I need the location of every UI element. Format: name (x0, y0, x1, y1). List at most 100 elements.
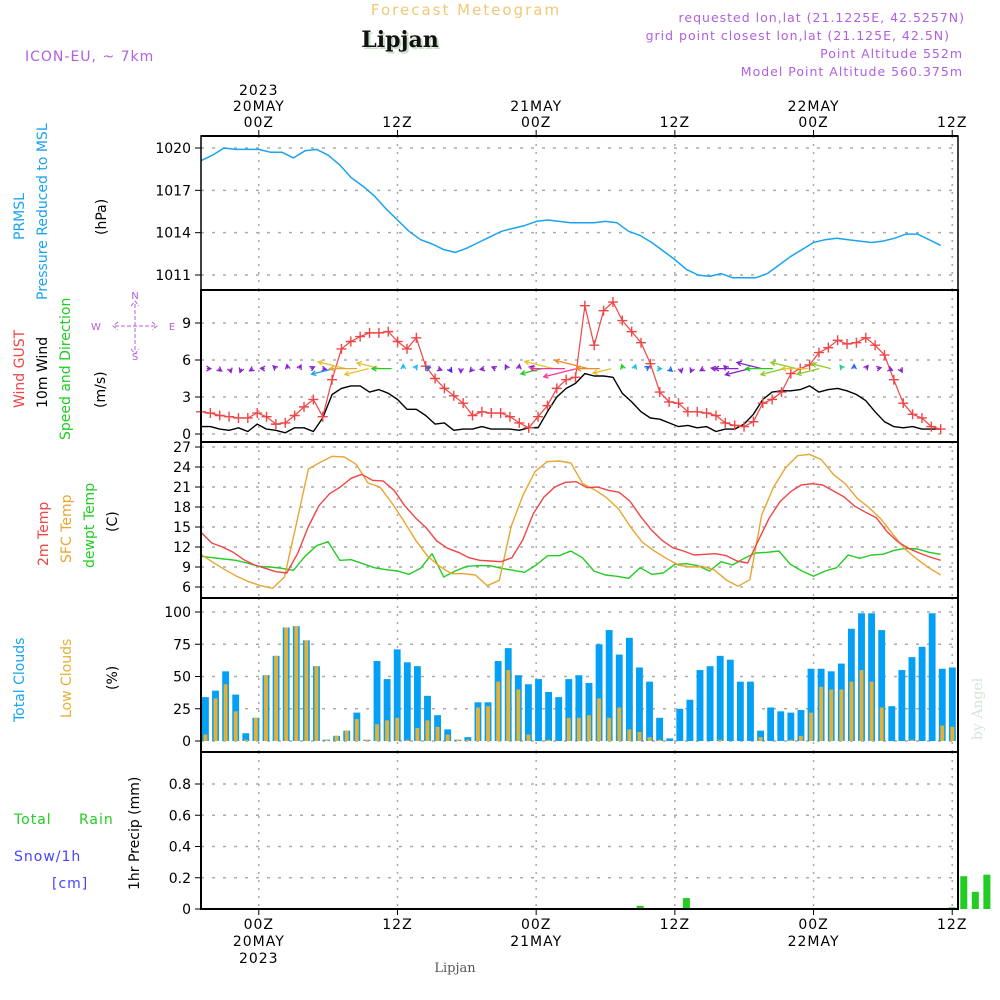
compass-west: W (91, 322, 101, 333)
gust-marker (823, 342, 834, 353)
low-cloud-bar (587, 715, 591, 741)
wind-direction-arrow (400, 363, 407, 370)
y-tick-label: 0 (182, 902, 191, 918)
total-cloud-bar (575, 675, 583, 741)
gust-marker (860, 332, 871, 343)
total-cloud-bar (918, 646, 926, 741)
top-tick-label: 21MAY (510, 99, 562, 115)
bottom-tick-label: 2023 (239, 951, 279, 967)
low-cloud-bar (385, 720, 390, 741)
gust-marker (280, 417, 291, 428)
low-cloud-bar (294, 626, 299, 741)
low-cloud-bar (829, 689, 834, 741)
gust-marker (589, 340, 600, 351)
total-cloud-bar (868, 613, 876, 741)
bottom-tick-label: 00Z (521, 917, 551, 933)
gust-marker (879, 350, 890, 361)
top-tick-label: 12Z (937, 115, 967, 131)
wind-direction-arrow (759, 368, 785, 377)
low-cloud-bar (213, 698, 218, 741)
y-tick-label: 9 (182, 316, 191, 332)
wind-direction-arrow (469, 366, 475, 373)
low-cloud-bar (819, 686, 824, 741)
low-cloud-bar (455, 739, 460, 741)
gust-marker (739, 421, 750, 432)
low-cloud-bar (496, 681, 501, 741)
total-cloud-bar (676, 708, 684, 741)
t2m-line (200, 473, 941, 574)
gust-marker (486, 408, 497, 419)
gust-marker (598, 305, 609, 316)
y-tick-label: 24 (173, 460, 191, 476)
wind-direction-arrow (795, 368, 820, 377)
total-cloud-bar (413, 666, 421, 741)
low-cloud-bar (597, 698, 601, 741)
low-cloud-bar (637, 731, 642, 741)
rain-bar (682, 898, 690, 909)
total-cloud-bar (807, 668, 815, 741)
low-cloud-bar (627, 729, 632, 741)
total-cloud-bar (656, 717, 664, 741)
rain-bar (636, 905, 644, 909)
wind-direction-arrow (677, 367, 684, 374)
total-cloud-bar (736, 681, 744, 741)
bottom-tick-label: 00Z (798, 917, 828, 933)
total-cloud-bar (928, 613, 936, 741)
top-tick-label: 12Z (382, 115, 412, 131)
wind-direction-arrow (370, 365, 392, 372)
total-cloud-bar (242, 733, 250, 741)
wind-direction-arrow (515, 363, 522, 370)
y-tick-label: 1020 (155, 141, 191, 157)
gust-marker (617, 315, 628, 326)
total-cloud-bar (898, 670, 906, 741)
wind-direction-arrow (436, 365, 443, 372)
low-clouds-label: Low Clouds (59, 639, 75, 718)
location-title: Lipjan (361, 27, 438, 53)
requested-coords: requested lon,lat (21.1225E, 42.5257N) (679, 10, 965, 25)
gust-marker (308, 394, 319, 405)
total-clouds-label: Total Clouds (12, 638, 28, 723)
y-tick-label: 12 (173, 540, 191, 556)
low-cloud-bar (365, 739, 369, 741)
wind-direction-arrow (689, 367, 695, 374)
bottom-tick-label: 12Z (660, 917, 690, 933)
wind-direction-arrow (769, 360, 797, 370)
gust-marker (401, 343, 412, 354)
y-tick-label: 0 (182, 734, 191, 750)
low-cloud-bar (516, 689, 521, 741)
low-cloud-bar (253, 717, 258, 741)
y-tick-label: 50 (173, 670, 191, 686)
wind-direction-arrow (478, 365, 486, 372)
gust-marker (888, 374, 899, 385)
bottom-tick-label: 22MAY (788, 934, 840, 950)
wind-direction-arrow (863, 364, 869, 371)
pressure-reduced-label: Pressure Reduced to MSL (35, 123, 51, 300)
gust-marker (692, 406, 703, 417)
y-tick-label: 1017 (155, 183, 191, 199)
low-cloud-bar (546, 739, 551, 741)
low-cloud-bar (910, 739, 914, 741)
gust-marker (626, 326, 637, 337)
bottom-tick-label: 00Z (244, 917, 274, 933)
low-cloud-bar (940, 725, 945, 741)
wind-direction-arrow (699, 366, 706, 372)
total-cloud-bar (393, 649, 401, 741)
gust-marker (673, 398, 684, 409)
gust-marker (551, 383, 562, 394)
wind-direction-arrow (887, 365, 894, 372)
gust-marker (495, 408, 506, 419)
wind-direction-arrow (897, 367, 903, 374)
low-cloud-bar (304, 640, 309, 741)
gust-marker (767, 394, 778, 405)
top-tick-label: 00Z (244, 115, 274, 131)
low-cloud-bar (375, 724, 379, 741)
gust-marker (476, 406, 487, 417)
low-cloud-bar (839, 689, 844, 741)
wind-direction-arrow (458, 367, 465, 374)
wind-direction-arrow (321, 365, 328, 372)
ms-unit-label: (m/s) (93, 371, 109, 408)
panel-frame (200, 135, 959, 291)
wind-direction-arrow (631, 363, 638, 370)
wind-direction-arrow (735, 360, 762, 370)
